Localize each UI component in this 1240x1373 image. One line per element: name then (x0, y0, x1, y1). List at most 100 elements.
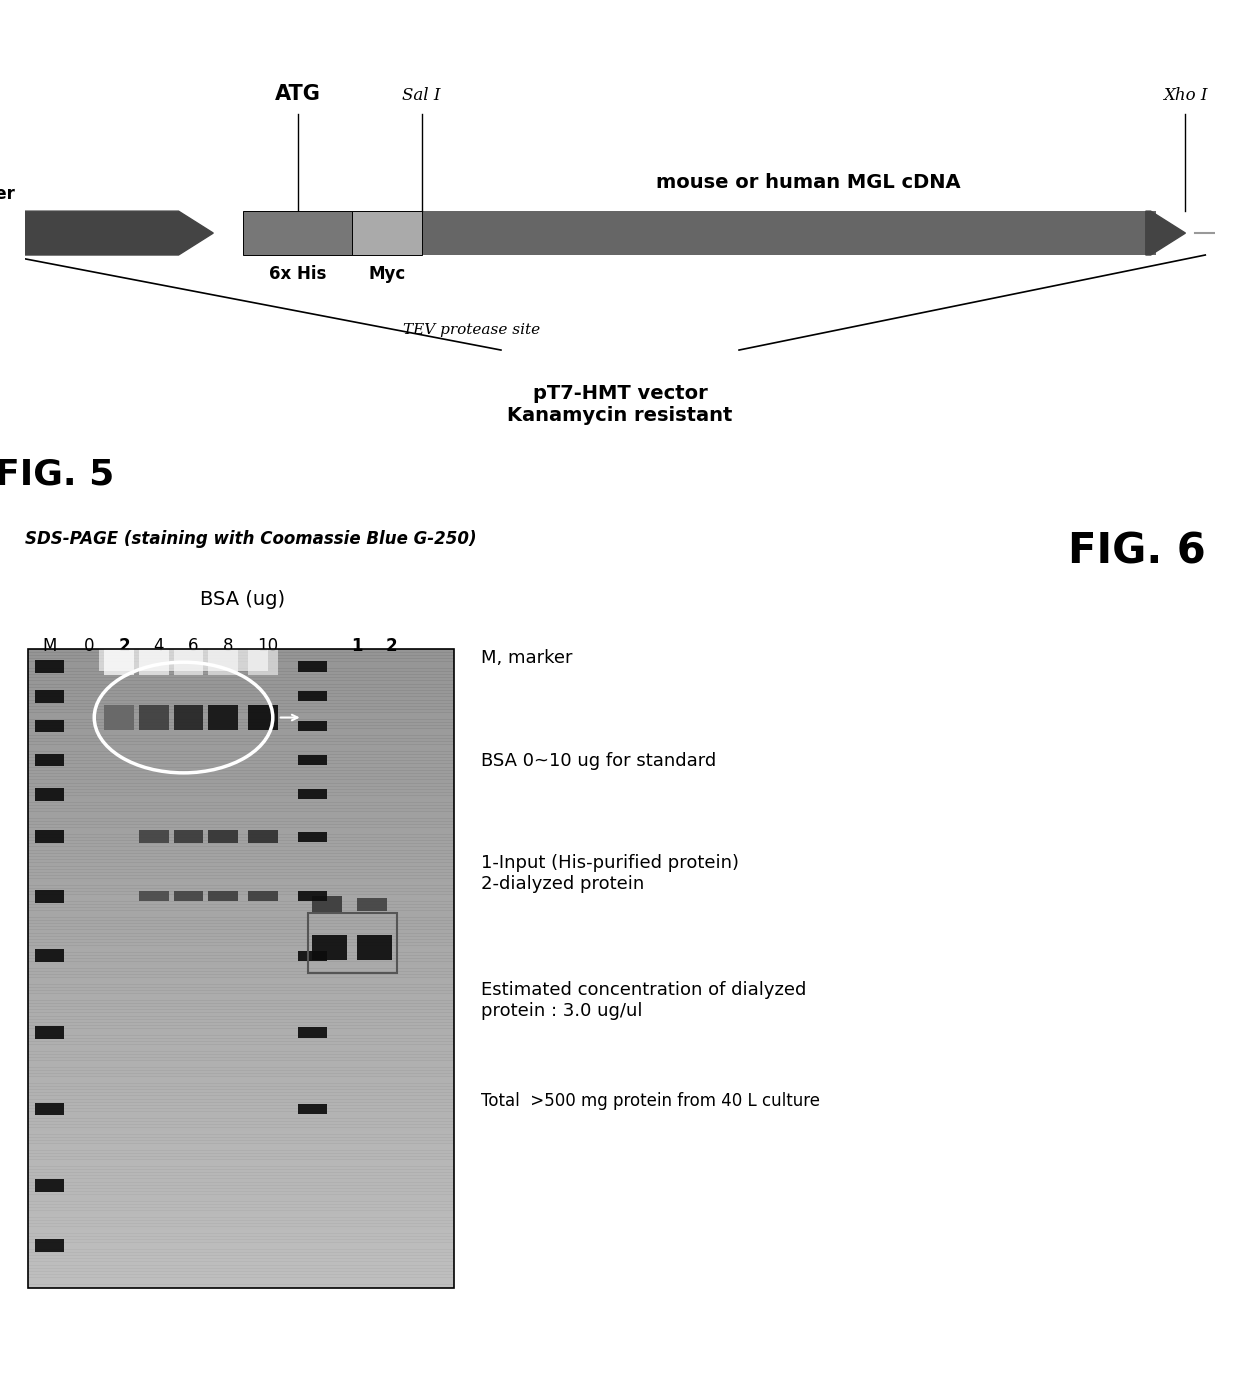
Text: 1: 1 (351, 637, 363, 655)
Bar (27, 1083, 454, 1087)
Bar (27, 951, 454, 956)
Text: 6: 6 (188, 637, 198, 655)
Bar (27, 1245, 454, 1249)
Bar (248, 831, 278, 843)
Bar (27, 792, 454, 796)
Bar (27, 809, 454, 813)
Bar (27, 761, 454, 765)
Bar (27, 898, 454, 902)
Bar (35, 788, 64, 800)
Bar (248, 649, 278, 676)
Bar (27, 1173, 454, 1177)
Bar (35, 660, 64, 673)
Bar (27, 875, 454, 879)
Bar (27, 1108, 454, 1112)
Bar (27, 1274, 454, 1278)
Bar (104, 704, 134, 730)
Bar (35, 890, 64, 902)
Bar (27, 997, 454, 1001)
Text: SDS-PAGE (staining with Coomassie Blue G-250): SDS-PAGE (staining with Coomassie Blue G… (25, 530, 476, 548)
Text: Estimated concentration of dialyzed
protein : 3.0 ug/ul: Estimated concentration of dialyzed prot… (481, 982, 806, 1020)
Bar (27, 1146, 454, 1151)
Bar (298, 789, 327, 799)
Bar (27, 1016, 454, 1020)
Bar (27, 865, 454, 869)
Text: 0: 0 (84, 637, 94, 655)
Bar (27, 1149, 454, 1153)
Bar (27, 1022, 454, 1026)
Bar (27, 799, 454, 803)
Bar (27, 1182, 454, 1186)
Bar (27, 1096, 454, 1100)
Bar (27, 1195, 454, 1199)
Bar (27, 908, 454, 912)
Bar (27, 780, 454, 784)
Bar (27, 706, 454, 710)
Bar (27, 884, 454, 888)
Bar (27, 984, 454, 987)
Bar (27, 1120, 454, 1124)
Bar (208, 831, 238, 843)
Bar (27, 763, 454, 768)
Bar (298, 1104, 327, 1115)
Bar (27, 891, 454, 895)
Bar (298, 891, 327, 902)
Bar (27, 949, 454, 953)
Bar (27, 1233, 454, 1237)
Bar (27, 824, 454, 828)
Bar (27, 1140, 454, 1144)
Bar (27, 1060, 454, 1064)
Text: ATG: ATG (275, 84, 320, 104)
Bar (27, 821, 454, 825)
Bar (27, 1159, 454, 1163)
Text: 6x His: 6x His (269, 265, 326, 283)
Bar (27, 946, 454, 950)
Bar (27, 1076, 454, 1081)
Bar (27, 987, 454, 991)
Bar (27, 1070, 454, 1074)
Bar (27, 1267, 454, 1271)
Bar (27, 1163, 454, 1167)
Bar (27, 913, 454, 917)
Bar (27, 881, 454, 886)
Bar (27, 747, 454, 751)
Bar (27, 1204, 454, 1208)
Bar (27, 1048, 454, 1052)
Bar (422, 211, 1156, 255)
Bar (27, 770, 454, 774)
Bar (298, 755, 327, 765)
Bar (27, 715, 454, 719)
Bar (27, 1284, 454, 1288)
Bar (27, 818, 454, 822)
Bar (27, 903, 454, 908)
Bar (27, 1054, 454, 1059)
Bar (27, 737, 454, 741)
Bar (27, 1178, 454, 1182)
Bar (298, 832, 327, 842)
Bar (27, 1050, 454, 1054)
Bar (27, 853, 454, 857)
Bar (27, 713, 454, 717)
Bar (35, 754, 64, 766)
Bar (35, 1026, 64, 1039)
Text: 10: 10 (257, 637, 279, 655)
Bar (27, 735, 454, 739)
Text: 8: 8 (223, 637, 233, 655)
Bar (248, 704, 278, 730)
Bar (27, 684, 454, 688)
Bar (27, 923, 454, 927)
Bar (27, 1153, 454, 1157)
Bar (35, 1238, 64, 1252)
Bar (208, 649, 238, 676)
Bar (27, 789, 454, 794)
Bar (27, 910, 454, 914)
Bar (27, 936, 454, 941)
Bar (27, 1006, 454, 1011)
Bar (27, 719, 454, 722)
Bar (139, 831, 169, 843)
Bar (27, 1188, 454, 1192)
Text: Sal I: Sal I (402, 86, 441, 104)
Bar (27, 1281, 454, 1285)
Bar (27, 1038, 454, 1042)
Bar (27, 1265, 454, 1269)
